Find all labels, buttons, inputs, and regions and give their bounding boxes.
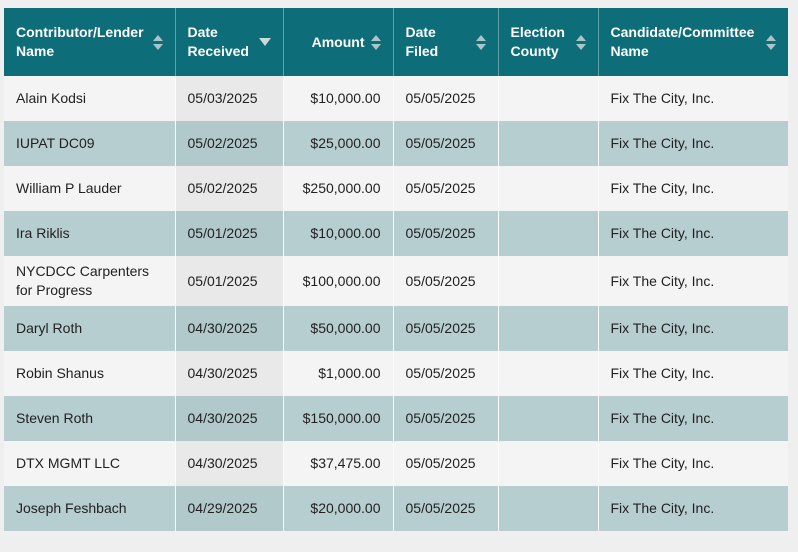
column-header-date_received[interactable]: Date Received: [175, 8, 284, 76]
cell-date_filed: 05/05/2025: [393, 351, 499, 396]
cell-contributor: Alain Kodsi: [4, 76, 176, 121]
table-row: DTX MGMT LLC 04/30/2025 $37,475.00 05/05/20…: [4, 441, 788, 486]
column-header-election_county[interactable]: Election County: [498, 8, 599, 76]
cell-contributor: Joseph Feshbach: [4, 486, 176, 531]
cell-candidate: Fix The City, Inc.: [598, 486, 788, 531]
cell-election_county: [498, 396, 599, 441]
cell-contributor: Ira Riklis: [4, 211, 176, 256]
cell-date_filed: 05/05/2025: [393, 256, 499, 306]
column-header-label: Contributor/Lender Name: [16, 24, 144, 59]
cell-election_county: [498, 306, 599, 351]
cell-election_county: [498, 351, 599, 396]
cell-candidate: Fix The City, Inc.: [598, 396, 788, 441]
cell-candidate: Fix The City, Inc.: [598, 351, 788, 396]
column-header-label: Election County: [510, 24, 565, 59]
cell-contributor: IUPAT DC09: [4, 121, 176, 166]
cell-candidate: Fix The City, Inc.: [598, 211, 788, 256]
column-header-label: Date Received: [187, 24, 249, 59]
sort-toggle-icon: [475, 34, 486, 50]
column-header-candidate[interactable]: Candidate/Committee Name: [598, 8, 788, 76]
cell-date_received: 05/01/2025: [175, 256, 284, 306]
cell-date_received: 04/30/2025: [175, 396, 284, 441]
cell-candidate: Fix The City, Inc.: [598, 76, 788, 121]
cell-amount: $10,000.00: [283, 211, 394, 256]
cell-election_county: [498, 211, 599, 256]
table-body: Alain Kodsi 05/03/2025 $10,000.00 05/05/202…: [4, 76, 788, 531]
cell-amount: $25,000.00: [283, 121, 394, 166]
cell-date_received: 05/03/2025: [175, 76, 284, 121]
cell-candidate: Fix The City, Inc.: [598, 121, 788, 166]
cell-date_filed: 05/05/2025: [393, 441, 499, 486]
column-header-label: Amount: [311, 33, 365, 50]
table-row: Ira Riklis 05/01/2025 $10,000.00 05/05/2025…: [4, 211, 788, 256]
cell-election_county: [498, 486, 599, 531]
column-header-label: Date Filed: [405, 24, 439, 59]
cell-amount: $20,000.00: [283, 486, 394, 531]
cell-date_received: 04/29/2025: [175, 486, 284, 531]
cell-date_received: 05/02/2025: [175, 166, 284, 211]
table-row: NYCDCC Carpenters for Progress 05/01/2025…: [4, 256, 788, 306]
page-background: Contributor/Lender Name Date Received Amou…: [4, 8, 788, 531]
table-row: Daryl Roth 04/30/2025 $50,000.00 05/05/2025…: [4, 306, 788, 351]
header-row: Contributor/Lender Name Date Received Amou…: [4, 8, 788, 76]
cell-date_filed: 05/05/2025: [393, 306, 499, 351]
table-row: Alain Kodsi 05/03/2025 $10,000.00 05/05/202…: [4, 76, 788, 121]
cell-election_county: [498, 121, 599, 166]
column-header-date_filed[interactable]: Date Filed: [393, 8, 499, 76]
cell-candidate: Fix The City, Inc.: [598, 166, 788, 211]
sort-toggle-icon: [766, 34, 776, 50]
cell-election_county: [498, 166, 599, 211]
cell-contributor: Daryl Roth: [4, 306, 176, 351]
table-row: Joseph Feshbach 04/29/2025 $20,000.00 05/05…: [4, 486, 788, 531]
cell-amount: $250,000.00: [283, 166, 394, 211]
sort-desc-icon: [258, 38, 271, 46]
cell-date_filed: 05/05/2025: [393, 121, 499, 166]
cell-contributor: William P Lauder: [4, 166, 176, 211]
table-row: Robin Shanus 04/30/2025 $1,000.00 05/05/202…: [4, 351, 788, 396]
sort-toggle-icon: [575, 34, 586, 50]
cell-date_received: 04/30/2025: [175, 351, 284, 396]
sort-toggle-icon: [370, 34, 381, 50]
cell-date_filed: 05/05/2025: [393, 166, 499, 211]
cell-contributor: Steven Roth: [4, 396, 176, 441]
cell-candidate: Fix The City, Inc.: [598, 256, 788, 306]
table-row: William P Lauder 05/02/2025 $250,000.00 05/…: [4, 166, 788, 211]
cell-amount: $100,000.00: [283, 256, 394, 306]
cell-amount: $150,000.00: [283, 396, 394, 441]
column-header-contributor[interactable]: Contributor/Lender Name: [4, 8, 176, 76]
column-header-amount[interactable]: Amount: [283, 8, 394, 76]
cell-date_received: 05/01/2025: [175, 211, 284, 256]
cell-amount: $37,475.00: [283, 441, 394, 486]
sort-toggle-icon: [152, 34, 163, 50]
cell-date_filed: 05/05/2025: [393, 486, 499, 531]
cell-candidate: Fix The City, Inc.: [598, 441, 788, 486]
cell-contributor: NYCDCC Carpenters for Progress: [4, 256, 176, 306]
cell-election_county: [498, 441, 599, 486]
table-row: IUPAT DC09 05/02/2025 $25,000.00 05/05/2025…: [4, 121, 788, 166]
contributions-table: Contributor/Lender Name Date Received Amou…: [4, 8, 788, 531]
cell-candidate: Fix The City, Inc.: [598, 306, 788, 351]
cell-date_filed: 05/05/2025: [393, 76, 499, 121]
cell-amount: $10,000.00: [283, 76, 394, 121]
table-row: Steven Roth 04/30/2025 $150,000.00 05/05/20…: [4, 396, 788, 441]
cell-election_county: [498, 76, 599, 121]
cell-election_county: [498, 256, 599, 306]
column-header-label: Candidate/Committee Name: [610, 24, 755, 59]
cell-date_filed: 05/05/2025: [393, 396, 499, 441]
cell-date_received: 04/30/2025: [175, 441, 284, 486]
cell-amount: $50,000.00: [283, 306, 394, 351]
cell-amount: $1,000.00: [283, 351, 394, 396]
cell-date_received: 05/02/2025: [175, 121, 284, 166]
cell-date_filed: 05/05/2025: [393, 211, 499, 256]
cell-contributor: DTX MGMT LLC: [4, 441, 176, 486]
cell-contributor: Robin Shanus: [4, 351, 176, 396]
cell-date_received: 04/30/2025: [175, 306, 284, 351]
